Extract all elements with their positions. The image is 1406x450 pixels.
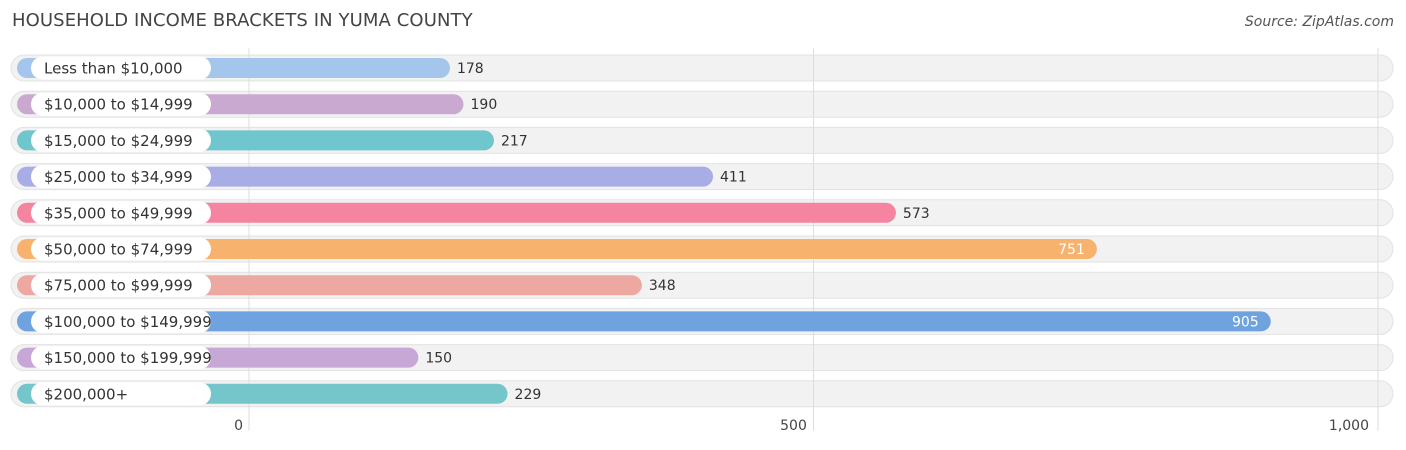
x-tick-label: 500 (780, 418, 807, 434)
category-label: $200,000+ (44, 385, 128, 403)
category-label: $10,000 to $14,999 (44, 96, 193, 114)
value-label: 348 (649, 278, 676, 294)
category-label-pill (31, 92, 211, 116)
category-label-pill (31, 237, 211, 261)
bar (17, 202, 896, 223)
category-label: Less than $10,000 (44, 60, 183, 78)
chart-source: Source: ZipAtlas.com (1244, 14, 1394, 30)
bar (17, 311, 1271, 332)
category-label-pill (31, 128, 211, 152)
category-label-pill (31, 309, 211, 333)
value-label: 229 (515, 387, 542, 403)
category-label: $100,000 to $149,999 (44, 313, 212, 331)
category-label-pill (31, 56, 211, 80)
category-label: $50,000 to $74,999 (44, 241, 193, 259)
x-tick-label: 1,000 (1329, 418, 1369, 434)
value-label: 150 (425, 351, 452, 367)
category-label-pill (31, 273, 211, 297)
category-label: $35,000 to $49,999 (44, 204, 193, 222)
value-label: 178 (457, 61, 484, 77)
category-label-pill (31, 346, 211, 370)
chart-title: HOUSEHOLD INCOME BRACKETS IN YUMA COUNTY (12, 10, 473, 31)
category-label: $75,000 to $99,999 (44, 277, 193, 295)
value-label: 411 (720, 170, 747, 186)
category-label: $25,000 to $34,999 (44, 168, 193, 186)
value-label: 751 (1058, 242, 1085, 258)
x-tick-label: 0 (234, 418, 243, 434)
category-label-pill (31, 165, 211, 189)
category-label: $15,000 to $24,999 (44, 132, 193, 150)
value-label: 217 (501, 133, 528, 149)
category-label-pill (31, 201, 211, 225)
value-label: 573 (903, 206, 930, 222)
value-label: 190 (471, 97, 498, 113)
value-label: 905 (1232, 314, 1259, 330)
category-label: $150,000 to $199,999 (44, 349, 212, 367)
category-label-pill (31, 382, 211, 406)
bar (17, 239, 1097, 259)
